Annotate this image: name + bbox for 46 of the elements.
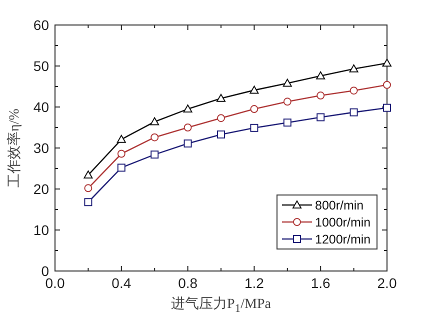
point [184, 124, 192, 132]
y-tick-label: 20 [33, 181, 50, 197]
x-axis-title: 进气压力P$_{1}$/MPa [171, 296, 271, 315]
x-tick-label: 2.0 [377, 275, 397, 291]
point [350, 86, 358, 95]
point [316, 92, 325, 100]
point [282, 78, 292, 87]
point [150, 133, 159, 142]
point [283, 118, 292, 127]
point [250, 105, 258, 114]
point [383, 80, 391, 89]
point [150, 150, 159, 159]
point [84, 170, 93, 179]
point [217, 130, 225, 138]
point [250, 124, 258, 132]
y-axis-title: 工作效率η/% [6, 108, 23, 188]
point [382, 58, 392, 67]
point [117, 164, 126, 172]
legend-label: 800r/min [315, 198, 364, 212]
x-tick-label: 0.8 [178, 275, 198, 291]
x-tick-label: 1.6 [310, 275, 331, 291]
point [316, 71, 326, 80]
point [216, 94, 226, 102]
x-tick-label: 0.4 [112, 275, 132, 291]
point [150, 117, 160, 126]
point [116, 134, 126, 143]
point [316, 113, 325, 122]
point [184, 139, 192, 148]
y-tick-label: 50 [33, 58, 50, 74]
point [283, 98, 292, 106]
point [84, 198, 92, 206]
point [183, 104, 192, 113]
point [383, 104, 391, 112]
legend-label: 1200r/min [315, 232, 371, 246]
y-tick-label: 10 [33, 222, 50, 238]
y-tick-label: 40 [33, 99, 50, 115]
point [350, 108, 358, 116]
y-tick-label: 60 [33, 17, 50, 33]
y-tick-label: 30 [33, 140, 50, 156]
point [349, 64, 358, 72]
point [84, 184, 92, 192]
point [117, 150, 126, 158]
x-tick-label: 1.2 [244, 275, 264, 291]
point [217, 114, 225, 122]
legend-label: 1000r/min [315, 216, 371, 230]
point [250, 86, 259, 94]
